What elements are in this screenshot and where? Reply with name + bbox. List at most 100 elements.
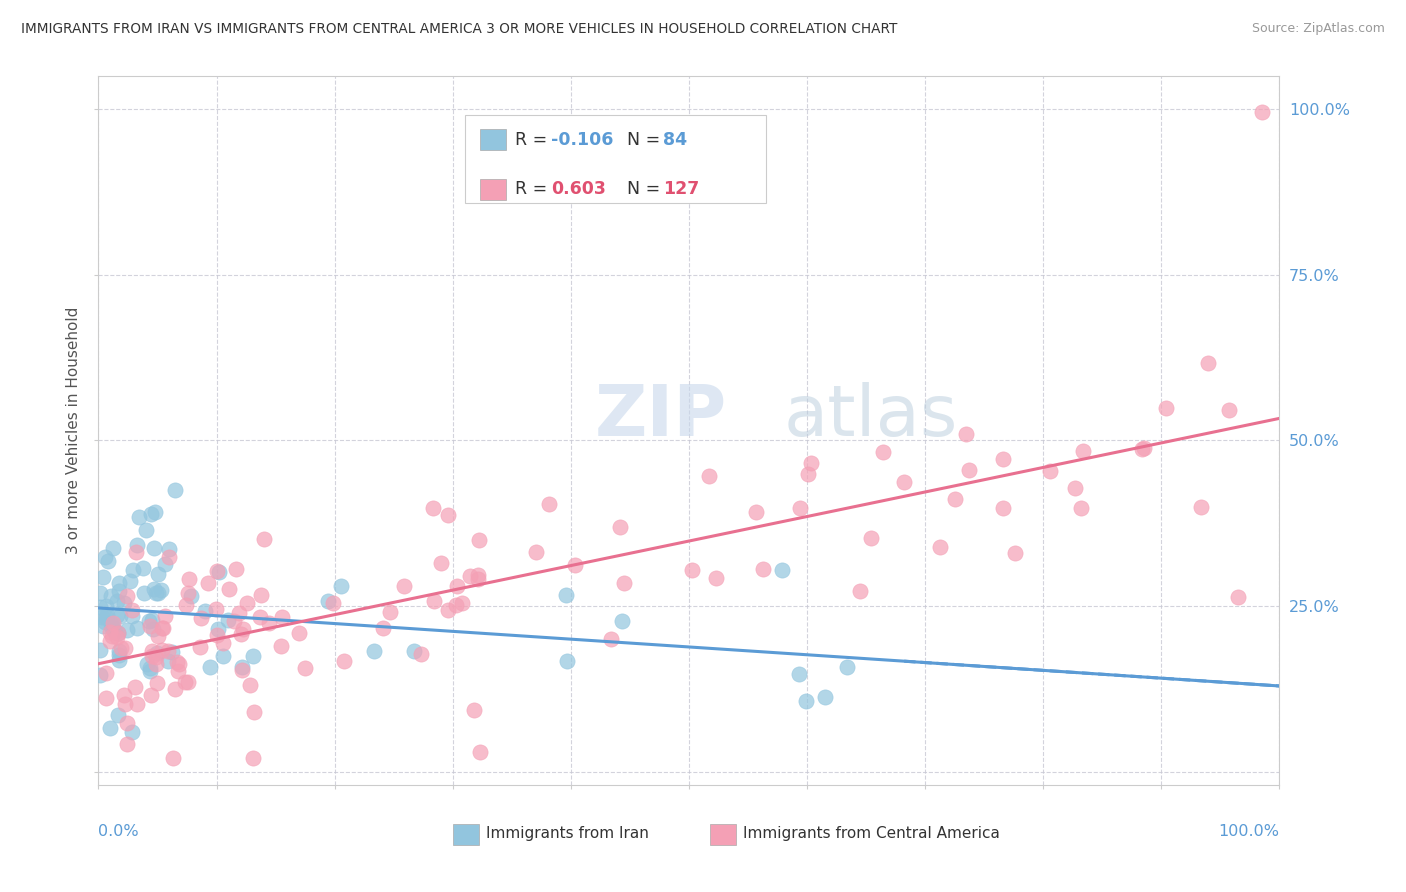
Point <box>835 660 858 674</box>
Point <box>108 644 131 658</box>
Point <box>188 640 211 654</box>
Point <box>128 510 150 524</box>
Point <box>112 596 135 610</box>
Point <box>115 589 138 603</box>
Point <box>174 598 197 612</box>
Point <box>141 649 163 664</box>
Text: -0.106: -0.106 <box>551 130 613 149</box>
Point <box>745 505 768 519</box>
Point <box>125 538 148 552</box>
Point <box>378 605 401 619</box>
Point <box>101 621 124 635</box>
Point <box>132 586 155 600</box>
Point <box>101 621 124 635</box>
Point <box>150 621 173 635</box>
Point <box>135 523 157 537</box>
Point <box>138 615 160 629</box>
Point <box>143 541 166 556</box>
Point <box>1250 105 1272 120</box>
Point <box>231 660 253 674</box>
Point <box>91 619 114 633</box>
Point <box>107 625 129 640</box>
Point <box>146 676 169 690</box>
Point <box>242 649 264 664</box>
Point <box>155 557 177 571</box>
FancyBboxPatch shape <box>479 178 506 200</box>
Point <box>955 426 977 441</box>
Point <box>609 520 631 534</box>
Point <box>114 697 136 711</box>
Point <box>120 574 142 588</box>
Text: Source: ZipAtlas.com: Source: ZipAtlas.com <box>1251 22 1385 36</box>
Point <box>681 563 703 577</box>
Point <box>814 690 837 705</box>
Point <box>90 609 112 624</box>
Point <box>89 586 111 600</box>
Point <box>270 639 292 653</box>
Point <box>103 541 125 556</box>
Point <box>136 657 159 672</box>
Point <box>169 657 191 672</box>
Point <box>555 654 578 668</box>
Point <box>205 565 228 579</box>
Point <box>872 445 894 459</box>
Point <box>115 737 138 751</box>
Point <box>94 599 117 613</box>
Point <box>122 563 145 577</box>
Point <box>110 641 132 656</box>
Point <box>394 579 416 593</box>
Point <box>928 540 950 554</box>
Point <box>893 475 915 489</box>
Point <box>232 622 254 636</box>
Text: 127: 127 <box>664 180 699 198</box>
Point <box>108 584 131 599</box>
Point <box>612 576 634 591</box>
Point <box>330 579 353 593</box>
Point <box>139 688 162 702</box>
Point <box>139 507 162 521</box>
Point <box>105 594 128 608</box>
Text: Immigrants from Central America: Immigrants from Central America <box>744 826 1000 840</box>
FancyBboxPatch shape <box>479 129 506 150</box>
Point <box>1132 442 1154 457</box>
Point <box>860 531 883 545</box>
Point <box>148 585 170 599</box>
Point <box>114 641 136 656</box>
Point <box>446 599 468 613</box>
Point <box>107 708 129 723</box>
Point <box>430 556 453 570</box>
Point <box>108 609 131 624</box>
Point <box>1226 590 1249 604</box>
Point <box>524 545 547 559</box>
Point <box>145 646 167 660</box>
Point <box>177 572 200 586</box>
Point <box>1218 403 1240 417</box>
Point <box>564 558 586 572</box>
Point <box>333 654 356 668</box>
Point <box>787 667 810 681</box>
FancyBboxPatch shape <box>464 115 766 203</box>
Point <box>121 602 143 616</box>
Point <box>789 501 811 516</box>
Point <box>271 609 294 624</box>
Text: 100.0%: 100.0% <box>1219 824 1279 839</box>
Point <box>239 678 262 692</box>
Point <box>257 616 280 631</box>
Point <box>139 664 162 678</box>
Point <box>198 660 221 674</box>
Point <box>225 561 247 575</box>
Point <box>218 582 240 596</box>
Text: atlas: atlas <box>783 382 957 450</box>
Point <box>94 609 117 624</box>
Point <box>242 751 264 765</box>
Point <box>404 644 426 658</box>
Point <box>115 624 138 638</box>
Point <box>236 596 259 610</box>
Point <box>157 644 180 658</box>
Point <box>94 549 117 564</box>
Point <box>93 570 115 584</box>
Text: IMMIGRANTS FROM IRAN VS IMMIGRANTS FROM CENTRAL AMERICA 3 OR MORE VEHICLES IN HO: IMMIGRANTS FROM IRAN VS IMMIGRANTS FROM … <box>21 22 897 37</box>
Point <box>794 693 817 707</box>
Point <box>699 468 721 483</box>
Point <box>363 644 385 658</box>
